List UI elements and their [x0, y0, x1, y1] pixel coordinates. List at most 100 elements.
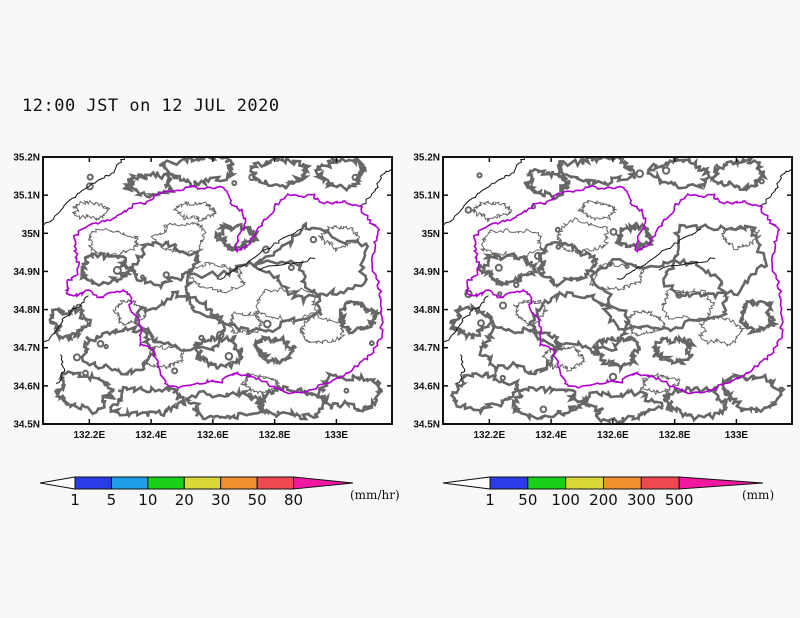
colorbar-label: 5	[107, 491, 117, 509]
terrain-contour-dot	[534, 251, 542, 260]
colorbar-tail	[442, 476, 491, 490]
terrain-contour-thin	[697, 314, 746, 348]
colorbar-swatch	[256, 476, 295, 490]
terrain-contour-dot	[231, 180, 238, 187]
colorbar-rate: 1 5 10 20 30 50 80 (mm/hr)	[39, 476, 400, 509]
terrain-contour-thin	[87, 227, 140, 258]
coastline	[443, 295, 489, 344]
colorbar-label: 500	[665, 491, 694, 509]
terrain-contour-thick	[477, 251, 539, 287]
terrain-contour-thick	[53, 370, 117, 416]
terrain-contour-dot	[494, 263, 503, 272]
terrain-contour-dot	[85, 182, 94, 191]
terrain-contour-dot	[261, 245, 271, 254]
terrain-contour-dot	[686, 338, 693, 345]
colorbar-label: 10	[138, 491, 157, 509]
lat-tick-label: 35.1N	[413, 191, 440, 202]
terrain-contour-dot	[723, 389, 731, 397]
colorbar-swatch	[640, 476, 680, 490]
lat-tick-label: 35N	[22, 229, 40, 240]
lon-tick-label: 132.2E	[473, 430, 505, 441]
terrain-contour-thin	[513, 299, 549, 327]
lat-tick-label: 34.7N	[413, 343, 440, 354]
terrain-contour-dot	[635, 169, 645, 178]
terrain-contour-dot	[499, 374, 506, 382]
terrain-contour-dot	[609, 228, 618, 236]
terrain-contour-thick	[478, 323, 565, 377]
colorbar-label: 50	[248, 491, 267, 509]
terrain-contour-thick	[256, 383, 328, 421]
terrain-contour-dot	[224, 352, 234, 361]
coastline	[258, 257, 316, 271]
terrain-contour-thick	[80, 324, 158, 376]
terrain-contour-thin	[299, 313, 346, 345]
colorbar-swatch	[74, 476, 112, 490]
coastline	[658, 257, 716, 271]
terrain-contour-dot	[198, 334, 205, 341]
lat-tick-label: 35.2N	[13, 153, 40, 164]
terrain-contour-thick	[130, 239, 202, 291]
terrain-contour-thick	[133, 290, 227, 352]
terrain-contour-dot	[128, 181, 135, 187]
coastline	[55, 354, 66, 384]
terrain-contour-dot	[248, 173, 256, 181]
colorbar-swatch	[565, 476, 605, 490]
terrain-contour-thick	[581, 387, 664, 424]
terrain-contour-dot	[675, 291, 683, 299]
terrain-contour-thin	[71, 199, 111, 222]
terrain-contour-thick	[556, 157, 637, 189]
lat-tick-label: 34.5N	[413, 420, 440, 431]
prefecture-boundary	[64, 185, 384, 395]
terrain-contour-thin	[112, 299, 147, 326]
figure-title: 12:00 JST on 12 JUL 2020	[22, 96, 280, 116]
terrain-contour-thick	[315, 371, 383, 413]
terrain-contour-thin	[577, 199, 617, 222]
terrain-contour-thin	[556, 217, 610, 254]
terrain-contour-dot	[103, 343, 109, 350]
terrain-contour-dot	[140, 274, 145, 280]
map-content	[43, 157, 392, 424]
terrain-contour-thick	[192, 334, 244, 371]
terrain-contour-thin	[639, 372, 681, 396]
terrain-contour-thin	[479, 228, 544, 262]
terrain-contour-thick	[449, 370, 522, 416]
terrain-contour-thick	[184, 259, 323, 334]
map-panel-accum: 35.2N 35.1N 35N 34.9N 34.8N 34.7N 34.6N 34.5N 13…	[413, 153, 793, 441]
lat-tick-label: 35.2N	[413, 153, 440, 164]
terrain-contour-thick	[590, 334, 642, 374]
colorbar-label: 100	[551, 491, 580, 509]
map-content	[443, 157, 792, 424]
lat-tick-label: 34.7N	[13, 343, 40, 354]
terrain-contour-dot	[464, 206, 473, 214]
lon-tick-label: 132.4E	[535, 430, 567, 441]
colorbar-accum: 1 50 100 200 300 500 (mm)	[442, 476, 774, 509]
colorbar-label: 20	[175, 491, 194, 509]
lat-tick-label: 34.9N	[13, 267, 40, 278]
terrain-contour-dot	[86, 173, 94, 181]
lat-tick-label: 34.6N	[413, 381, 440, 392]
terrain-contour-dot	[309, 235, 318, 244]
terrain-contour-thin	[540, 345, 586, 372]
terrain-contour-dot	[75, 303, 83, 312]
terrain-contour-dot	[73, 353, 81, 362]
terrain-contour-dot	[171, 367, 179, 375]
coastline	[43, 157, 127, 227]
terrain-contour-thick	[709, 157, 769, 193]
terrain-contour-thick	[337, 299, 384, 336]
terrain-contour-thick	[108, 384, 187, 419]
lon-tick-label: 132.8E	[659, 430, 691, 441]
terrain-contour-thin	[189, 261, 247, 294]
lon-tick-label: 133E	[725, 430, 749, 441]
terrain-contour-thin	[172, 200, 217, 223]
terrain-contour-dot	[96, 340, 105, 348]
colorbar-swatch	[527, 476, 567, 490]
terrain-contour-thick	[536, 240, 599, 289]
colorbar-swatch	[147, 476, 185, 490]
terrain-contour-thick	[158, 157, 238, 189]
prefecture-boundary	[464, 185, 784, 395]
terrain-contour-thick	[738, 298, 780, 336]
colorbar-swatch	[678, 476, 764, 490]
terrain-contour-thick	[312, 157, 368, 193]
